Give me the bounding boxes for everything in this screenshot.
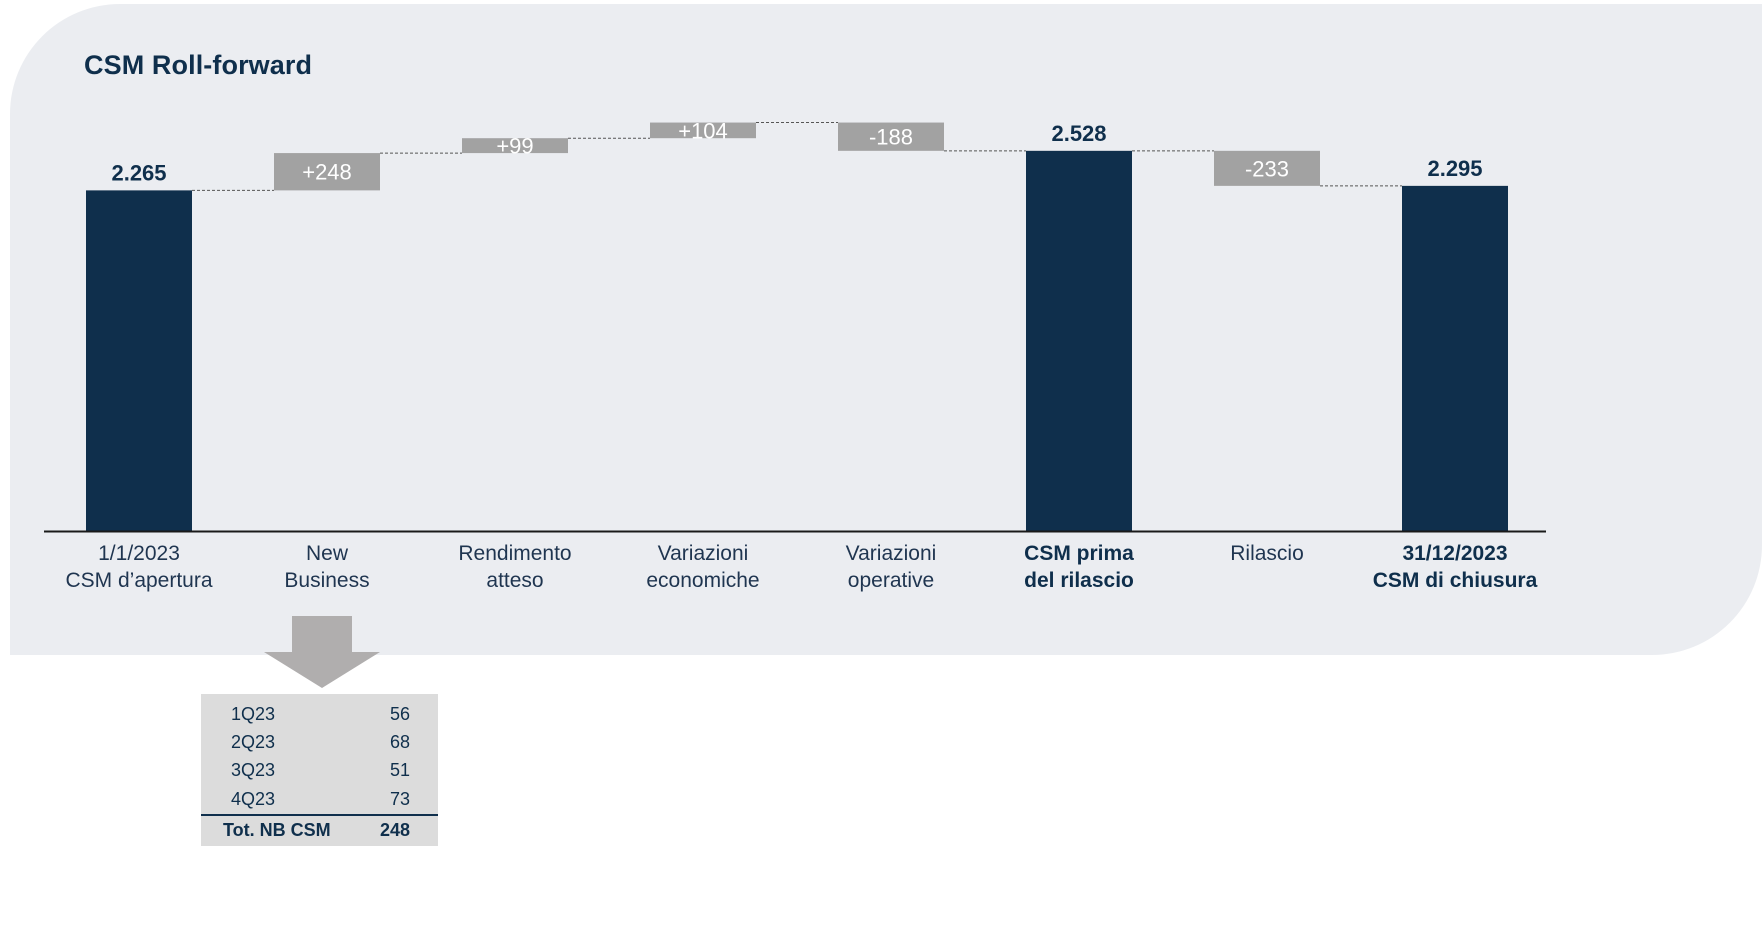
category-label: operative (848, 569, 934, 592)
total-bar (86, 190, 192, 531)
waterfall-chart: 2.265 1/1/2023 CSM d’apertura +248 New Busine… (44, 118, 1546, 592)
new-business-breakdown-table: 1Q23 56 2Q23 68 3Q23 51 4Q23 73 Tot. NB … (201, 694, 438, 846)
total-label-cell: Tot. NB CSM (201, 813, 365, 846)
total-bar (1402, 185, 1508, 531)
table-row: 2Q23 68 (201, 728, 438, 756)
total-value-cell: 248 (364, 813, 438, 846)
quarter-cell: 4Q23 (231, 788, 276, 809)
category-label: Variazioni (846, 542, 937, 565)
total-bar (1026, 150, 1132, 531)
data-label: +104 (678, 118, 728, 143)
value-cell: 51 (389, 760, 410, 781)
category-label: economiche (646, 569, 759, 592)
delta-bar (1214, 150, 1320, 186)
data-label: 2.295 (1427, 156, 1482, 181)
table-row: 3Q23 51 (201, 757, 438, 785)
data-label: 2.528 (1051, 121, 1106, 146)
category-label: Variazioni (658, 542, 749, 565)
category-label: 1/1/2023 (98, 542, 180, 565)
category-label: CSM prima (1024, 542, 1134, 565)
table-row: 1Q23 56 (201, 694, 438, 728)
data-label: +99 (496, 134, 533, 159)
category-label: Business (284, 569, 369, 592)
data-label: 2.265 (111, 160, 166, 185)
value-cell: 68 (389, 732, 410, 753)
category-label: Rendimento (458, 542, 571, 565)
delta-bar (462, 138, 568, 154)
category-label: CSM di chiusura (1373, 569, 1538, 592)
category-label: del rilascio (1024, 569, 1134, 592)
category-label: Rilascio (1230, 542, 1304, 565)
table-total-row: Tot. NB CSM 248 (201, 813, 438, 846)
category-label: CSM d’apertura (65, 569, 212, 592)
category-label: 31/12/2023 (1402, 542, 1507, 565)
delta-bar (650, 122, 756, 139)
delta-bar (838, 122, 944, 151)
value-cell: 73 (389, 788, 410, 809)
quarter-cell: 3Q23 (231, 760, 276, 781)
quarter-cell: 1Q23 (231, 703, 276, 724)
delta-bar (274, 153, 380, 191)
category-label: New (306, 542, 349, 565)
category-label: atteso (486, 569, 543, 592)
data-label: +248 (302, 160, 352, 185)
data-label: -188 (869, 125, 913, 150)
down-arrow-icon (264, 616, 380, 688)
value-cell: 56 (389, 703, 410, 724)
quarter-cell: 2Q23 (231, 732, 276, 753)
chart-title: CSM Roll-forward (84, 50, 313, 80)
data-label: -233 (1245, 156, 1289, 181)
table-row: 4Q23 73 (201, 785, 438, 814)
